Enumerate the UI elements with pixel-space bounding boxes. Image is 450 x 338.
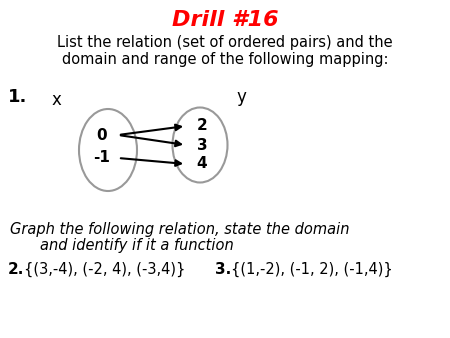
Text: {(3,-4), (-2, 4), (-3,4)}: {(3,-4), (-2, 4), (-3,4)} xyxy=(24,262,185,277)
Text: -1: -1 xyxy=(94,150,110,166)
Text: List the relation (set of ordered pairs) and the: List the relation (set of ordered pairs)… xyxy=(57,35,393,50)
Text: domain and range of the following mapping:: domain and range of the following mappin… xyxy=(62,52,388,67)
Text: and identify if it a function: and identify if it a function xyxy=(40,238,234,253)
Text: {(1,-2), (-1, 2), (-1,4)}: {(1,-2), (-1, 2), (-1,4)} xyxy=(231,262,393,277)
Text: 2: 2 xyxy=(197,119,207,134)
Text: 4: 4 xyxy=(197,156,207,171)
Text: Drill #16: Drill #16 xyxy=(172,10,278,30)
Text: Graph the following relation, state the domain: Graph the following relation, state the … xyxy=(10,222,350,237)
Text: 0: 0 xyxy=(97,127,107,143)
Text: y: y xyxy=(236,88,246,106)
Text: 3: 3 xyxy=(197,138,207,152)
Text: 1.: 1. xyxy=(8,88,27,106)
Text: x: x xyxy=(52,91,62,109)
Text: 3.: 3. xyxy=(215,262,231,277)
Text: 2.: 2. xyxy=(8,262,24,277)
